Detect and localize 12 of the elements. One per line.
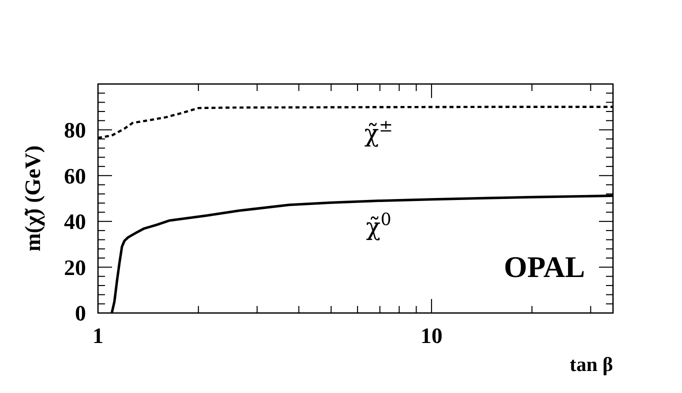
y-tick-label: 0 xyxy=(75,300,86,326)
annotation: χ̃$^{0}$ xyxy=(366,209,392,242)
y-tick-label: 80 xyxy=(64,118,86,142)
x-axis-title: tan β xyxy=(570,354,613,376)
x-tick-label: 1 xyxy=(92,323,104,348)
y-tick-label: 20 xyxy=(64,254,86,280)
annotation: OPAL xyxy=(504,251,585,284)
annotation: χ̃$^{±}$ xyxy=(364,116,393,148)
y-axis-title: m(χ̃) (GeV) xyxy=(20,145,45,252)
y-tick-label: 40 xyxy=(64,209,86,234)
y-tick-label: 60 xyxy=(64,163,86,188)
x-tick-label: 10 xyxy=(420,323,443,348)
